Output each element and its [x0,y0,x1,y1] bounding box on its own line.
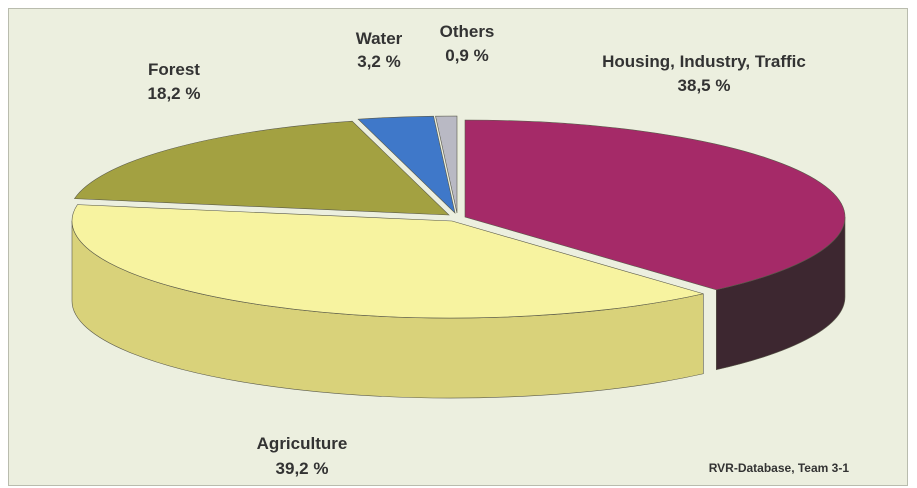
pie-chart: Housing, Industry, Traffic 38,5 % Agricult… [71,22,846,478]
source-note: RVR-Database, Team 3-1 [708,461,849,475]
pie-value-forest: 18,2 % [148,84,201,103]
pie-label-forest: Forest [148,60,200,79]
pie-label-others: Others [440,22,495,41]
chart-frame: Housing, Industry, Traffic 38,5 % Agricult… [8,8,908,486]
pie-labels: Housing, Industry, Traffic 38,5 % Agricult… [148,22,806,478]
pie-slice-others [435,115,458,214]
pie-value-others: 0,9 % [445,46,488,65]
pie-slice-housing-industry-traffic [464,119,846,291]
pie-value-water: 3,2 % [357,52,400,71]
pie-label-water: Water [356,29,403,48]
pie-slice-agriculture [71,204,704,319]
pie-slices [71,115,846,319]
pie-slice-forest [73,120,450,216]
pie-slice-water [357,115,456,214]
pie-value-housing-industry-traffic: 38,5 % [678,76,731,95]
pie-label-housing-industry-traffic: Housing, Industry, Traffic [602,52,806,71]
pie-label-agriculture: Agriculture [257,434,348,453]
pie-value-agriculture: 39,2 % [276,459,329,478]
